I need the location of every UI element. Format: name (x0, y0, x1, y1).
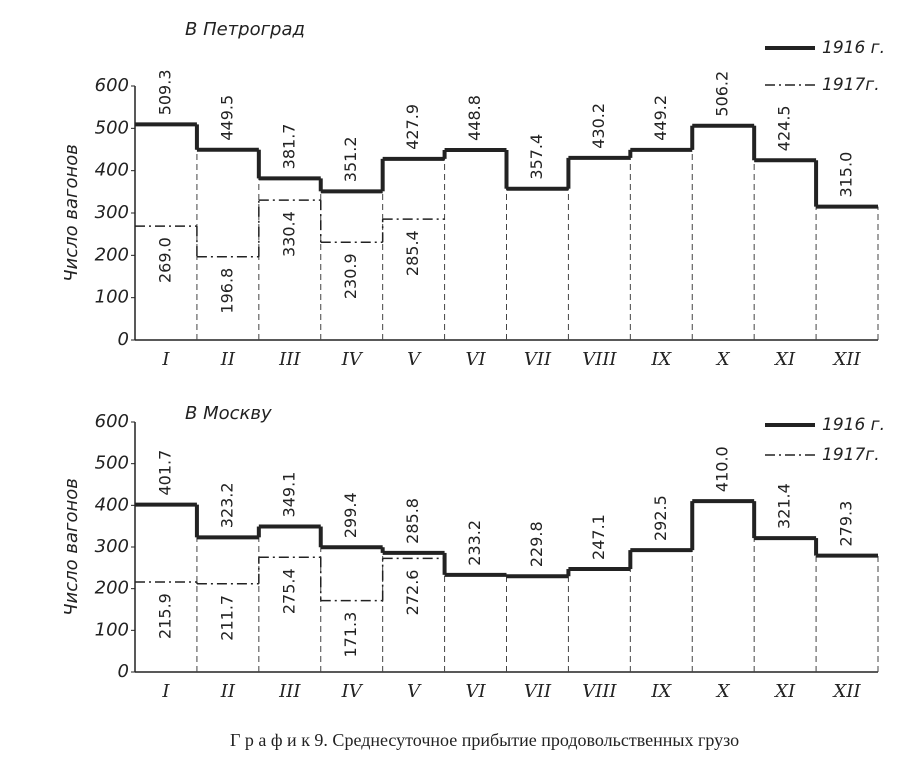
y-tick-label: 300 (95, 202, 129, 223)
x-tick-label: IV (341, 349, 364, 370)
y-tick-label: 100 (95, 287, 129, 308)
x-tick-label: XII (832, 681, 862, 702)
legend-label: 1917г. (822, 445, 880, 465)
x-tick-label: X (715, 681, 731, 702)
value-label: 349.1 (279, 472, 298, 518)
value-label: 315.0 (837, 152, 856, 198)
value-label: 230.9 (341, 253, 360, 299)
value-label: 410.0 (713, 446, 732, 492)
x-tick-label: II (220, 349, 236, 370)
x-tick-label: VII (524, 681, 552, 702)
value-label: 279.3 (837, 501, 856, 547)
value-label: 229.8 (527, 521, 546, 567)
y-tick-label: 200 (95, 578, 129, 599)
value-label: 449.5 (217, 95, 236, 141)
caption: Г р а ф и к 9. Среднесуточное прибытие п… (230, 730, 739, 750)
value-label: 401.7 (155, 450, 174, 496)
x-tick-label: IX (650, 349, 672, 370)
value-label: 275.4 (279, 568, 298, 614)
y-tick-label: 100 (95, 619, 129, 640)
x-tick-label: V (407, 681, 422, 702)
value-label: 233.2 (465, 520, 484, 566)
value-label: 448.8 (465, 95, 484, 141)
y-tick-label: 400 (95, 160, 129, 181)
x-tick-label: II (220, 681, 236, 702)
x-tick-label: VI (465, 681, 486, 702)
y-tick-label: 200 (95, 244, 129, 265)
y-tick-label: 0 (118, 661, 129, 682)
value-label: 299.4 (341, 492, 360, 538)
x-tick-label: XI (773, 681, 796, 702)
value-label: 211.7 (217, 595, 236, 641)
value-label: 215.9 (155, 593, 174, 639)
x-tick-label: III (278, 681, 301, 702)
y-tick-label: 500 (95, 453, 129, 474)
legend-label: 1916 г. (822, 38, 885, 58)
x-tick-label: VIII (582, 681, 617, 702)
value-label: 330.4 (279, 211, 298, 257)
y-tick-label: 400 (95, 494, 129, 515)
legend-label: 1917г. (822, 75, 880, 95)
value-label: 351.2 (341, 136, 360, 182)
value-label: 509.3 (155, 69, 174, 115)
value-label: 381.7 (279, 124, 298, 170)
value-label: 427.9 (403, 104, 422, 150)
value-label: 272.6 (403, 570, 422, 616)
value-label: 292.5 (651, 495, 670, 541)
value-label: 285.4 (403, 230, 422, 276)
x-tick-label: IX (650, 681, 672, 702)
y-axis-label: Число вагонов (61, 478, 82, 616)
x-tick-label: V (407, 349, 422, 370)
x-tick-label: III (278, 349, 301, 370)
y-tick-label: 600 (95, 411, 129, 432)
value-label: 285.8 (403, 498, 422, 544)
x-tick-label: VII (524, 349, 552, 370)
x-tick-label: XI (773, 349, 796, 370)
x-tick-label: I (161, 681, 170, 702)
value-label: 321.4 (775, 483, 794, 529)
value-label: 506.2 (713, 71, 732, 117)
y-tick-label: 600 (95, 75, 129, 96)
value-label: 196.8 (217, 268, 236, 314)
value-label: 171.3 (341, 612, 360, 658)
x-tick-label: VI (465, 349, 486, 370)
value-label: 247.1 (589, 514, 608, 560)
value-label: 323.2 (217, 482, 236, 528)
chart-title: В Петроград (185, 19, 305, 40)
y-tick-label: 0 (118, 329, 129, 350)
x-tick-label: X (715, 349, 731, 370)
value-label: 430.2 (589, 103, 608, 149)
y-tick-label: 300 (95, 536, 129, 557)
x-tick-label: IV (341, 681, 364, 702)
y-axis-label: Число вагонов (61, 144, 82, 282)
y-tick-label: 500 (95, 117, 129, 138)
x-tick-label: VIII (582, 349, 617, 370)
x-tick-label: I (161, 349, 170, 370)
chart-title: В Москву (185, 403, 272, 424)
value-label: 424.5 (775, 105, 794, 151)
legend-label: 1916 г. (822, 415, 885, 435)
x-tick-label: XII (832, 349, 862, 370)
value-label: 449.2 (651, 95, 670, 141)
value-label: 269.0 (155, 237, 174, 283)
value-label: 357.4 (527, 134, 546, 180)
